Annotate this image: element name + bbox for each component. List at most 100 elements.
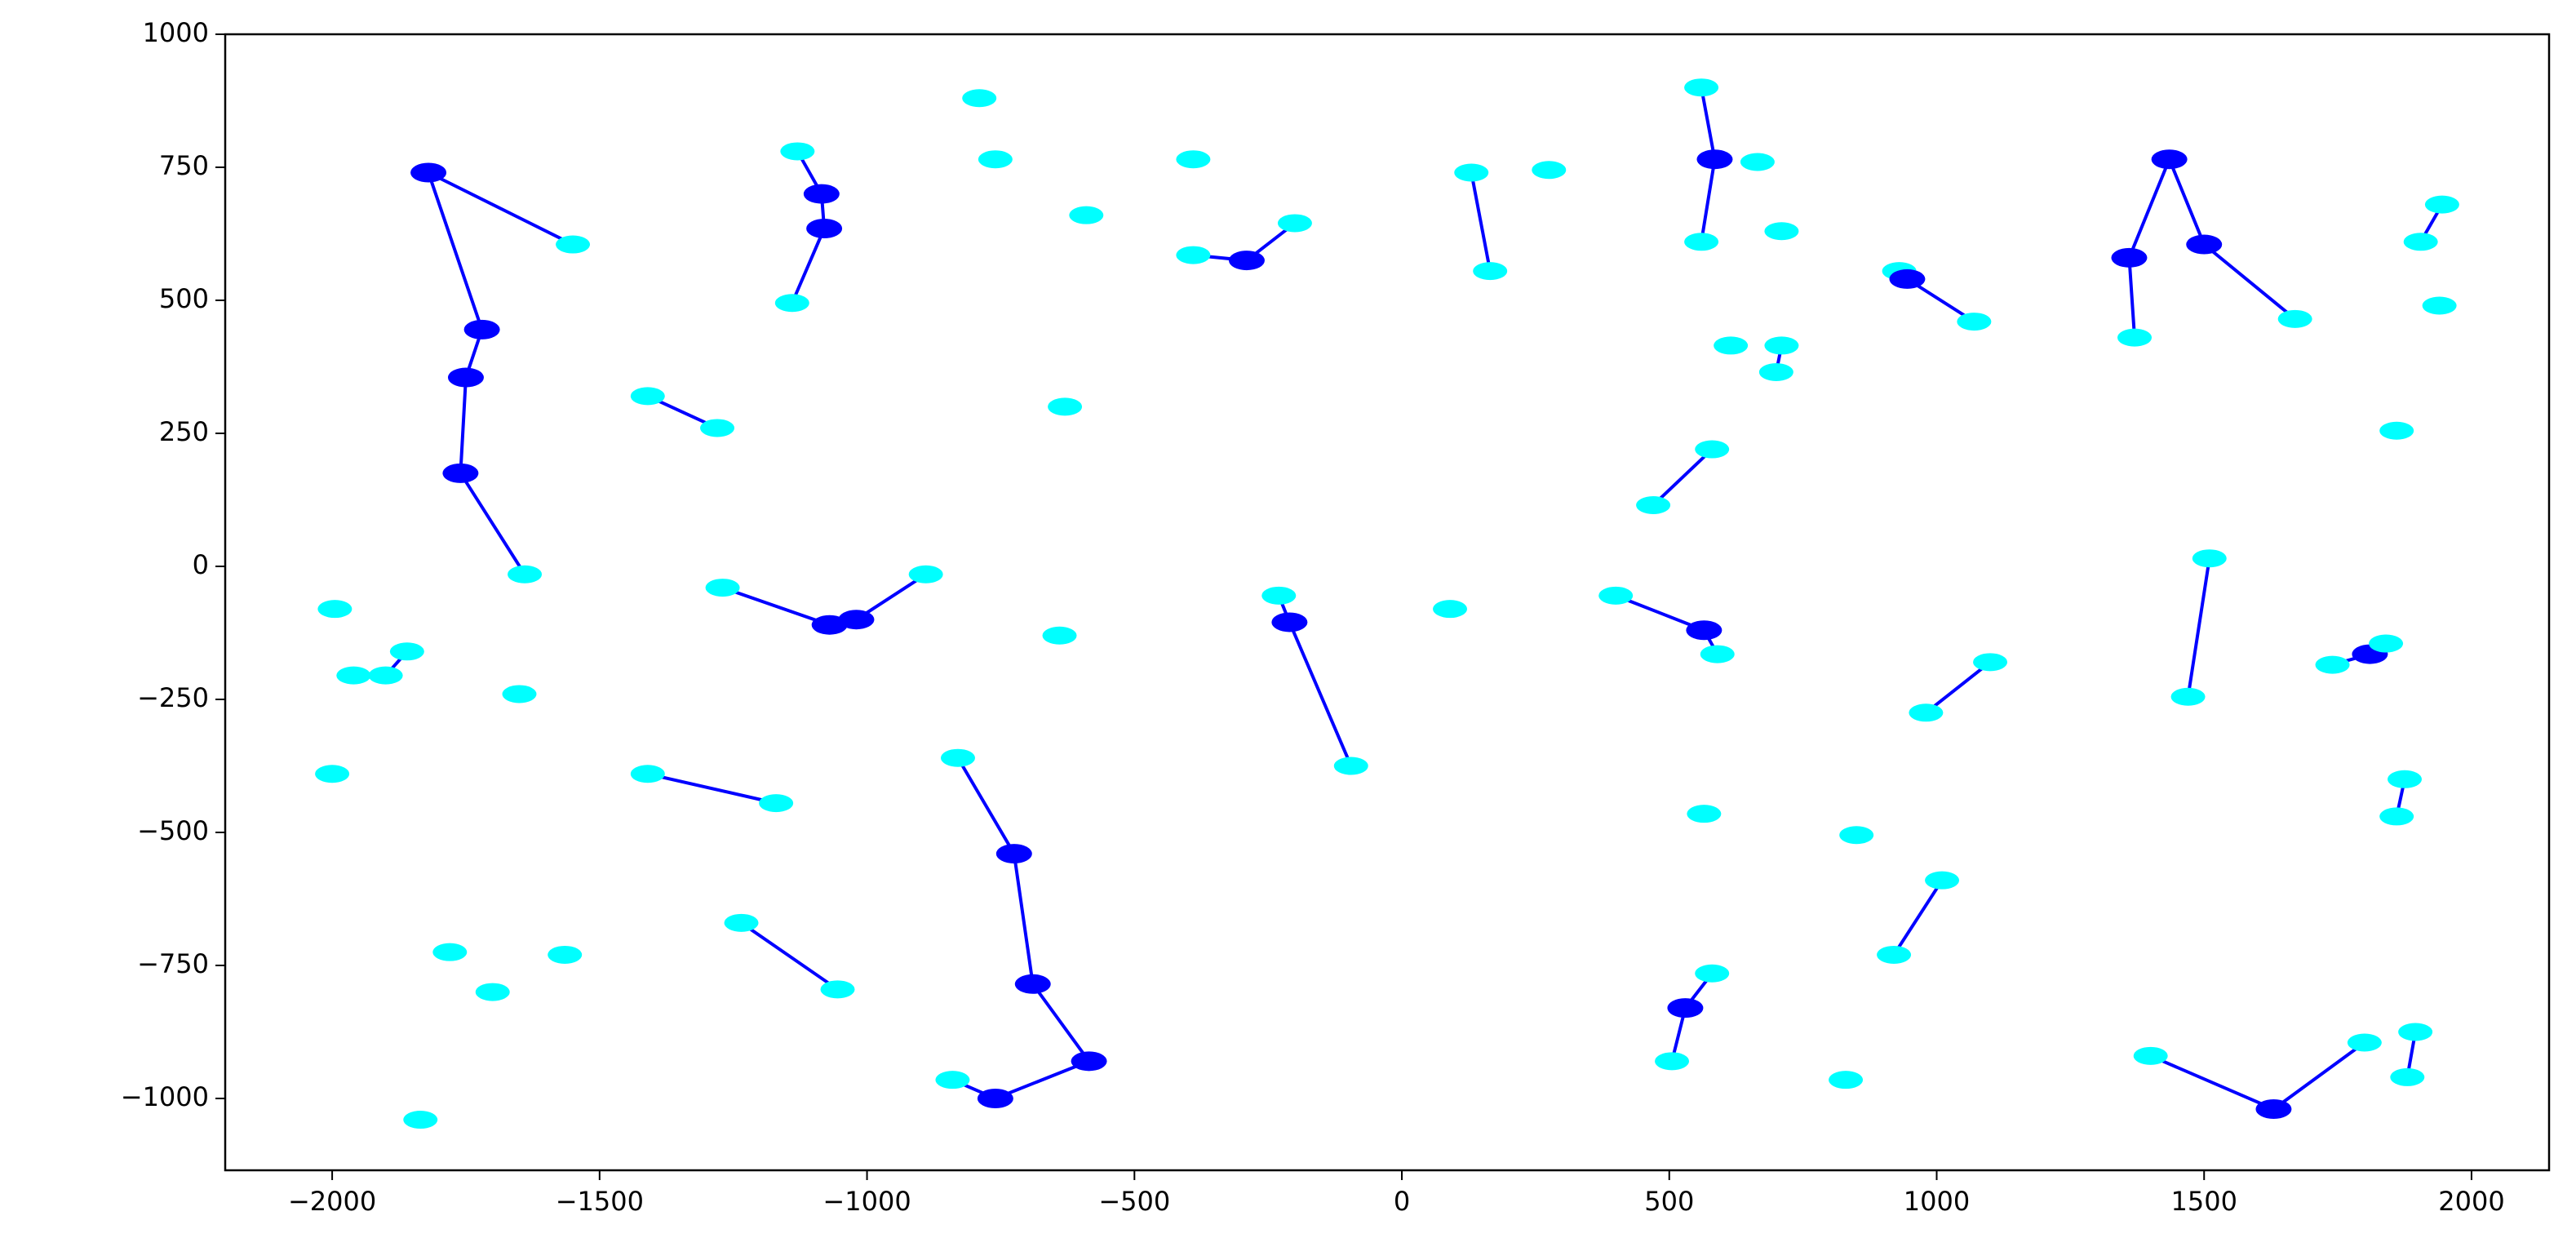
link-line [647, 772, 777, 805]
y-tick-label: −750 [137, 948, 209, 979]
point [1042, 626, 1077, 645]
end-point [2170, 687, 2206, 706]
end-point [2315, 655, 2350, 674]
x-tick-label: 1500 [2171, 1186, 2237, 1217]
hub-point [1271, 612, 1308, 632]
hub-point [410, 162, 447, 183]
end-point [1454, 163, 1489, 182]
end-point [2388, 770, 2423, 788]
link-line [740, 921, 839, 991]
end-point [1925, 871, 1960, 890]
end-point [2403, 233, 2438, 251]
y-tick-label: 250 [159, 416, 209, 447]
end-point [1877, 945, 1912, 964]
point [2422, 296, 2457, 315]
hub-point [2111, 247, 2148, 268]
point [1048, 397, 1083, 416]
point [1839, 826, 1874, 845]
link-line [1670, 972, 1714, 1062]
point [1433, 600, 1468, 619]
point [1740, 153, 1775, 171]
link-line [790, 150, 827, 304]
hub-point [1014, 974, 1051, 994]
x-tick-label: 0 [1394, 1186, 1410, 1217]
end-point [940, 748, 975, 767]
end-point [1684, 78, 1719, 97]
end-point [1261, 586, 1297, 605]
y-tick-label: −1000 [121, 1081, 209, 1112]
point [1764, 222, 1799, 241]
end-point [1333, 757, 1368, 775]
point [1714, 336, 1749, 355]
point [1687, 805, 1722, 823]
end-point [1473, 262, 1508, 281]
link-line [951, 757, 1092, 1101]
end-point [1636, 496, 1671, 515]
link-line [1470, 172, 1492, 272]
end-point [2424, 195, 2459, 214]
hub-point [2255, 1099, 2292, 1120]
x-tick-label: 1000 [1904, 1186, 1970, 1217]
x-tick-label: 500 [1644, 1186, 1694, 1217]
point [403, 1111, 438, 1129]
end-point [908, 565, 943, 584]
end-point [1176, 246, 1211, 264]
x-tick-label: −2000 [288, 1186, 376, 1217]
hub-point [2151, 149, 2188, 170]
x-tick-label: −1500 [556, 1186, 644, 1217]
end-point [2133, 1046, 2168, 1065]
hub-point [1686, 620, 1723, 641]
point [1176, 150, 1211, 169]
hub-point [447, 367, 484, 388]
point [1829, 1071, 1864, 1089]
end-point [1700, 645, 1735, 663]
hub-point [1696, 149, 1733, 170]
hub-point [806, 218, 843, 238]
end-point [2192, 549, 2227, 568]
y-tick-label: 0 [193, 549, 209, 580]
point [317, 600, 352, 619]
hub-point [995, 844, 1032, 864]
hub-point [2186, 234, 2223, 255]
link-line [2186, 557, 2211, 698]
hub-point [442, 463, 479, 483]
y-tick-label: 1000 [143, 17, 209, 48]
end-point [2347, 1033, 2382, 1052]
hub-point [1228, 251, 1265, 271]
y-tick-label: 750 [159, 150, 209, 181]
point [548, 945, 583, 964]
hub-point [1889, 268, 1926, 289]
end-point [1598, 586, 1634, 605]
x-tick-label: 2000 [2438, 1186, 2504, 1217]
end-point [1684, 233, 1719, 251]
end-point [780, 142, 815, 161]
point [502, 685, 537, 703]
point [2379, 421, 2414, 440]
y-tick-label: −250 [137, 682, 209, 713]
point [315, 765, 350, 783]
y-tick-label: −500 [137, 815, 209, 846]
end-point [774, 294, 809, 313]
end-point [935, 1071, 970, 1089]
end-point [759, 794, 794, 813]
end-point [630, 765, 665, 783]
point [978, 150, 1013, 169]
point [432, 943, 468, 961]
point [475, 983, 510, 1001]
end-point [2379, 807, 2414, 826]
end-point [389, 642, 424, 661]
y-tick-label: 500 [159, 283, 209, 314]
end-point [1277, 214, 1312, 233]
end-point [556, 235, 591, 254]
end-point [705, 579, 740, 597]
hub-point [838, 610, 875, 630]
x-tick-label: −1000 [822, 1186, 911, 1217]
end-point [1957, 313, 1992, 331]
end-point [630, 387, 665, 406]
hub-point [977, 1088, 1013, 1108]
end-point [2277, 309, 2312, 328]
end-point [368, 666, 403, 685]
end-point [820, 980, 855, 999]
link-line [425, 169, 574, 575]
